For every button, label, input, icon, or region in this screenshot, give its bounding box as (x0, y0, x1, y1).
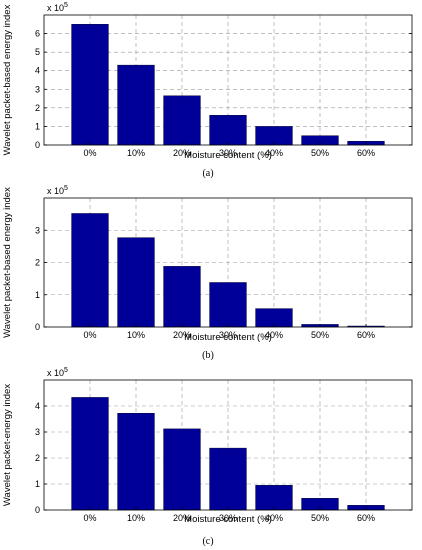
y-tick-label: 1 (35, 479, 40, 489)
y-tick-label: 3 (35, 427, 40, 437)
y-tick-label: 0 (35, 140, 40, 150)
y-tick-label: 2 (35, 453, 40, 463)
y-tick-label: 1 (35, 290, 40, 300)
x-tick-label: 40% (265, 513, 283, 523)
x-tick-label: 0% (83, 330, 96, 340)
x-tick-label: 20% (173, 330, 191, 340)
y-tick-label: 1 (35, 121, 40, 131)
bar-0pct (71, 24, 109, 146)
y-tick-label: 0 (35, 322, 40, 332)
bar-20pct (163, 266, 201, 328)
bar-0pct (71, 213, 109, 328)
x-tick-label: 30% (219, 330, 237, 340)
x-axis-label: Moisture content (%) (184, 150, 272, 161)
panel-caption: (c) (202, 536, 213, 547)
y-axis-label: Wavelet packet-based energy index (2, 187, 13, 338)
x-tick-label: 50% (311, 330, 329, 340)
x-tick-label: 50% (311, 148, 329, 158)
x-tick-label: 60% (357, 148, 375, 158)
x-tick-label: 20% (173, 148, 191, 158)
y-exponent-label: x 105 (47, 367, 68, 378)
x-tick-label: 60% (357, 330, 375, 340)
panel-caption: (b) (202, 350, 214, 361)
x-tick-label: 30% (219, 148, 237, 158)
x-axis-label: Moisture content (%) (184, 514, 272, 525)
bar-10pct (117, 237, 155, 328)
y-tick-label: 2 (35, 258, 40, 268)
bar-30pct (209, 447, 247, 511)
y-tick-label: 3 (35, 84, 40, 94)
y-axis-label: Wavelet packet-energy index (2, 384, 13, 506)
bar-40pct (255, 485, 293, 511)
bar-0pct (71, 397, 109, 511)
bar-10pct (117, 413, 155, 511)
y-tick-label: 5 (35, 47, 40, 57)
bar-20pct (163, 95, 201, 146)
bar-30pct (209, 282, 247, 328)
panel-caption: (a) (202, 168, 213, 179)
x-tick-label: 40% (265, 330, 283, 340)
y-tick-label: 4 (35, 401, 40, 411)
x-tick-label: 20% (173, 513, 191, 523)
y-tick-label: 0 (35, 505, 40, 515)
x-tick-label: 50% (311, 513, 329, 523)
y-exponent-label: x 105 (47, 185, 68, 196)
bar-10pct (117, 64, 155, 146)
x-tick-label: 0% (83, 148, 96, 158)
y-tick-label: 2 (35, 103, 40, 113)
y-axis-label: Wavelet packet-based energy index (2, 4, 13, 155)
y-tick-label: 6 (35, 29, 40, 39)
bar-20pct (163, 428, 201, 511)
y-tick-label: 4 (35, 66, 40, 76)
y-tick-label: 3 (35, 225, 40, 235)
x-tick-label: 40% (265, 148, 283, 158)
x-tick-label: 10% (127, 148, 145, 158)
x-axis-label: Moisture content (%) (184, 332, 272, 343)
x-tick-label: 30% (219, 513, 237, 523)
x-tick-label: 60% (357, 513, 375, 523)
x-tick-label: 0% (83, 513, 96, 523)
x-tick-label: 10% (127, 513, 145, 523)
x-tick-label: 10% (127, 330, 145, 340)
bar-30pct (209, 115, 247, 146)
y-exponent-label: x 105 (47, 2, 68, 13)
